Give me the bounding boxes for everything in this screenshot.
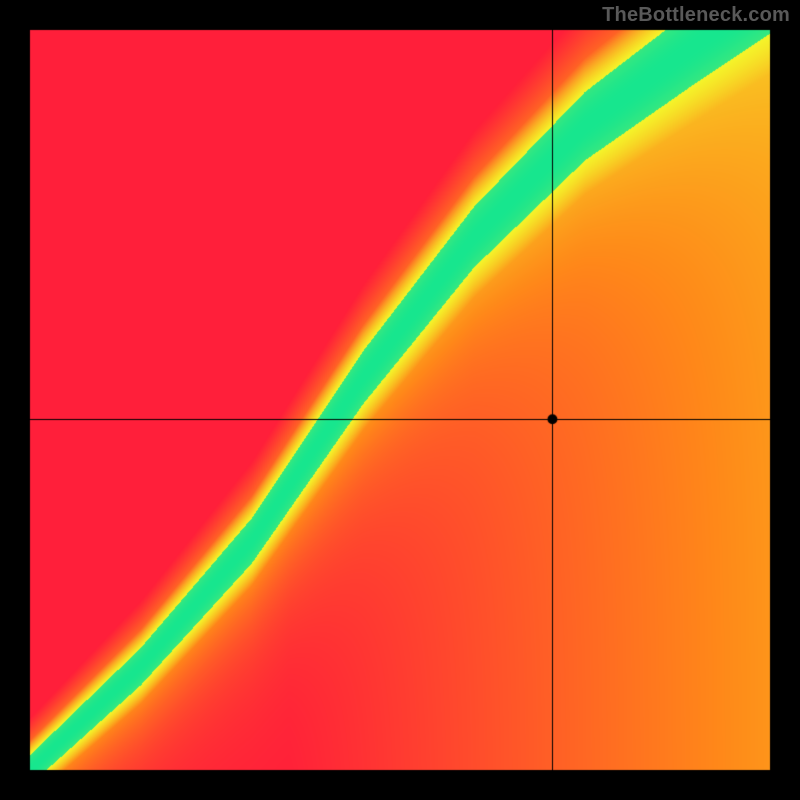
watermark-text: TheBottleneck.com	[602, 4, 790, 27]
bottleneck-heatmap	[0, 0, 800, 800]
